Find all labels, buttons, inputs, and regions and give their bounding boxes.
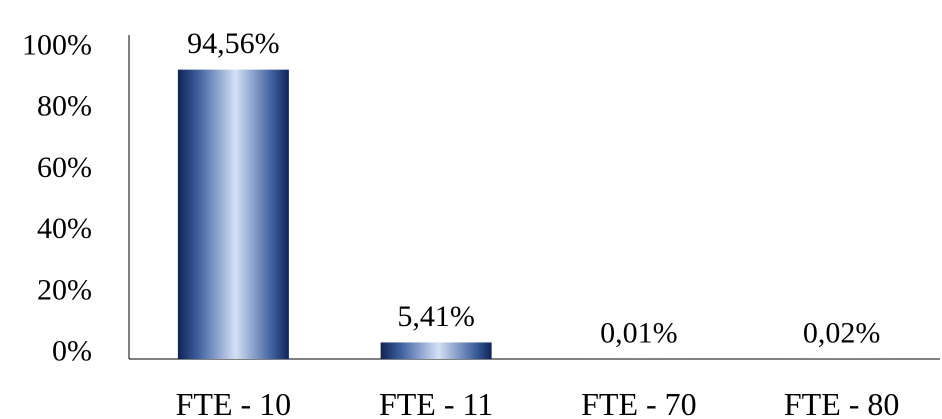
y-tick-label: 0% [52,335,92,368]
bar-value-label: 94,56% [187,27,280,60]
x-axis: FTE - 10 FTE - 11 FTE - 70 FTE - 80 [129,358,940,419]
y-tick-label: 60% [37,151,92,184]
y-tick-label: 100% [22,29,92,62]
x-category-label: FTE - 80 [784,386,900,419]
x-category-label: FTE - 70 [581,386,697,419]
y-axis: 0% 20% 40% 60% 80% 100% [22,29,130,368]
y-tick-label: 20% [37,273,92,306]
y-tick-label: 40% [37,212,92,245]
bars [177,69,898,360]
bar-value-label: 5,41% [397,300,475,333]
x-category-label: FTE - 11 [379,386,493,419]
x-category-label: FTE - 10 [176,386,292,419]
bar-value-label: 0,01% [600,316,678,349]
bar-value-label: 0,02% [803,316,881,349]
data-labels: 94,56% 5,41% 0,01% 0,02% [187,27,880,349]
bar [380,342,492,359]
bar [177,69,289,360]
y-tick-label: 80% [37,90,92,123]
